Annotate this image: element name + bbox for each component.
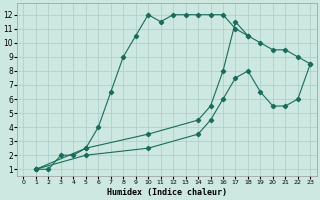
X-axis label: Humidex (Indice chaleur): Humidex (Indice chaleur): [107, 188, 227, 197]
